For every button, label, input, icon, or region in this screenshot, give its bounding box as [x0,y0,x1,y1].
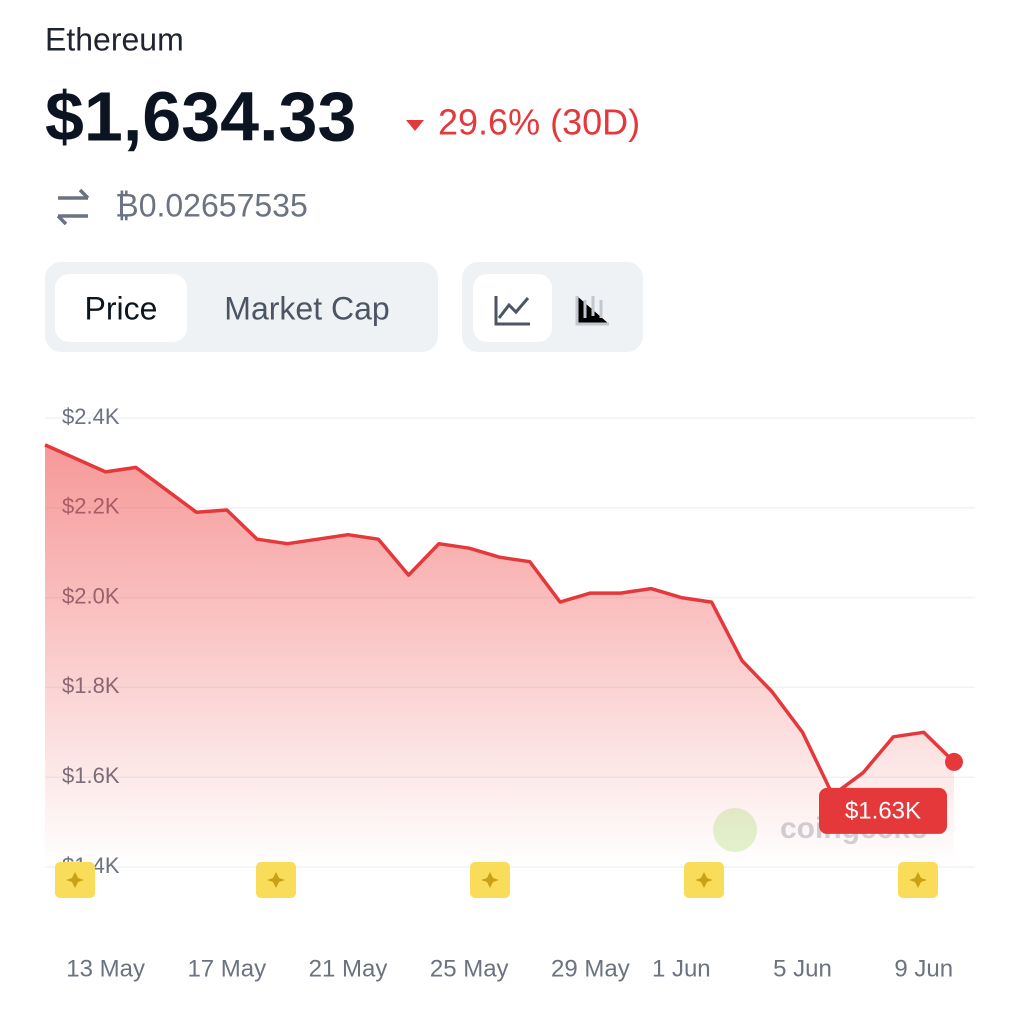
swap-icon [56,188,90,226]
x-tick-label: 13 May [66,955,145,982]
price-line [44,443,956,797]
event-star [66,872,84,888]
last-point [945,752,963,771]
x-tick-label: 5 Jun [773,955,832,982]
price-change: 29.6% (30D) [438,102,640,143]
event-star [481,872,499,888]
price-area [45,444,954,867]
x-tick-label: 21 May [309,955,388,982]
x-tick-label: 1 Jun [652,955,711,982]
x-tick-label: 25 May [430,955,509,982]
y-tick-label: $2.4K [62,404,120,429]
coin-name: Ethereum [45,21,184,57]
x-tick-label: 29 May [551,955,630,982]
event-star [267,872,285,888]
event-star [695,872,713,888]
line-icon [494,296,530,326]
last-price-badge [819,787,947,834]
tab[interactable]: Price [85,290,158,326]
btc-price: ₿0.02657535 [115,187,308,223]
price: $1,634.33 [45,77,356,155]
down-caret [406,120,424,131]
candle-icon[interactable] [575,296,609,326]
last-price-label: $1.63K [845,797,921,824]
x-tick-label: 17 May [187,955,266,982]
tab[interactable]: Market Cap [224,290,389,326]
tab-active-bg [55,274,187,342]
x-tick-label: 9 Jun [894,955,953,982]
event-star [909,872,927,888]
